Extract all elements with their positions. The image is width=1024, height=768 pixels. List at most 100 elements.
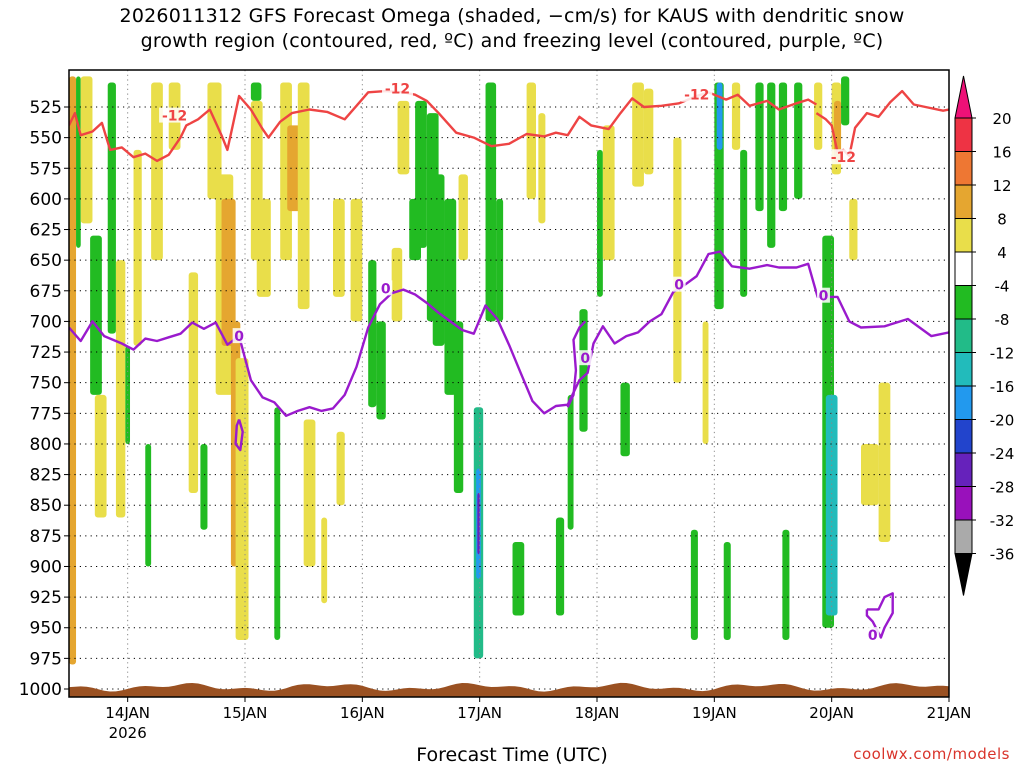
omega-cell [731, 82, 741, 150]
colorbar-label: -36 [990, 546, 1015, 564]
omega-cell [76, 76, 81, 248]
grid-layer [69, 70, 949, 697]
y-tick-label: 550 [30, 129, 62, 149]
omega-cell [702, 321, 709, 444]
colorbar-label: 8 [997, 211, 1007, 229]
y-tick-label: 1000 [19, 680, 62, 700]
colorbar-swatch [954, 285, 973, 320]
dgz-contour-label: -12 [162, 109, 187, 125]
dgz-contour-label: -12 [385, 82, 410, 98]
omega-cell [250, 82, 262, 101]
omega-cell [376, 321, 386, 420]
colorbar-swatch [954, 452, 973, 487]
x-tick-label: 20JAN [809, 704, 854, 722]
omega-cell [458, 174, 468, 261]
x-tick-label: 15JAN [223, 704, 268, 722]
contour-layer: -12 -12 -12 -12 0 0 0 0 0 0 [69, 80, 949, 644]
colorbar-swatch [954, 251, 973, 286]
x-tick-label: 14JAN [105, 704, 150, 722]
omega-cell [567, 394, 574, 530]
omega-cell [620, 382, 630, 457]
omega-cell [849, 198, 858, 261]
omega-cell [235, 358, 249, 640]
omega-cell [690, 529, 698, 640]
dgz-contour-label-bg [827, 149, 859, 165]
omega-cell [782, 529, 790, 640]
y-tick-label: 850 [30, 496, 62, 516]
freezing-level-contour-label-bg [672, 276, 686, 292]
omega-cell [145, 443, 152, 567]
dgz-contour-line [815, 89, 949, 158]
omega-cell [151, 82, 163, 261]
omega-cell [512, 541, 525, 616]
freezing-level-contour-label-bg [578, 350, 592, 366]
x-tick-label: 18JAN [575, 704, 620, 722]
y-tick-label: 925 [30, 588, 62, 608]
y-tick-label: 600 [30, 190, 62, 210]
colorbar-label: -12 [990, 345, 1015, 363]
colorbar-label: -8 [995, 311, 1010, 329]
colorbar: 20 16 12 8 4 -4 -8 -12 -16 -20 -24 -28 -32 -36 [954, 75, 1015, 596]
omega-cell [94, 394, 107, 518]
freezing-level-contour-label: 0 [819, 289, 829, 305]
omega-cell [444, 198, 457, 395]
y-tick-label: 825 [30, 466, 62, 486]
colorbar-swatch [954, 117, 973, 152]
dgz-contour-label: -12 [831, 150, 856, 166]
omega-cell [90, 235, 102, 395]
omega-shading-layer [69, 76, 891, 665]
freezing-level-contour-label: 0 [674, 278, 684, 294]
chart-title: 2026011312 GFS Forecast Omega (shaded, −… [0, 4, 1024, 54]
omega-cell [538, 113, 546, 224]
omega-cell [415, 100, 427, 248]
credit-text: coolwx.com/models [853, 745, 1010, 763]
y-tick-label: 725 [30, 343, 62, 363]
omega-cell [391, 247, 403, 322]
dgz-contour-label-bg [382, 80, 414, 96]
y-tick-label: 900 [30, 557, 62, 577]
omega-cell [841, 76, 850, 126]
x-tick-sublabel: 2026 [109, 724, 147, 742]
omega-cell [825, 394, 838, 616]
colorbar-swatch [954, 419, 973, 454]
omega-cell [333, 198, 345, 297]
freezing-level-contour-loop [234, 418, 244, 452]
omega-cell [69, 76, 77, 665]
omega-cell [256, 198, 271, 297]
colorbar-swatch [954, 519, 973, 554]
freezing-level-contour-label-bg [232, 328, 246, 344]
omega-cell [778, 82, 788, 212]
freezing-level-contour-label-bg [379, 280, 393, 296]
omega-cell [740, 149, 748, 297]
chart-title-line1: 2026011312 GFS Forecast Omega (shaded, −… [119, 5, 905, 27]
y-tick-label: 675 [30, 282, 62, 302]
y-tick-label: 625 [30, 221, 62, 241]
freezing-level-contour-line [69, 250, 949, 417]
omega-cell [397, 100, 410, 175]
dgz-contour-label-bg [681, 86, 713, 102]
colorbar-swatch [954, 218, 973, 253]
freezing-level-contour-label-bg [866, 627, 880, 643]
colorbar-label: 4 [997, 244, 1007, 262]
omega-cell [297, 82, 310, 310]
colorbar-label: -32 [990, 512, 1015, 530]
omega-cell [350, 198, 363, 322]
colorbar-label: -16 [990, 378, 1015, 396]
chart-title-line2: growth region (contoured, red, ºC) and f… [140, 30, 884, 52]
y-tick-label: 575 [30, 159, 62, 179]
colorbar-swatch [954, 385, 973, 420]
omega-cell [526, 82, 536, 199]
omega-cell [602, 125, 615, 261]
freezing-level-contour-label: 0 [381, 281, 391, 297]
omega-cell [555, 517, 565, 616]
dgz-contour-label: -12 [684, 88, 709, 104]
freezing-level-contour-loop [865, 592, 894, 639]
freezing-level-contour-label: 0 [580, 351, 590, 367]
colorbar-swatch [954, 184, 973, 219]
omega-cell [597, 149, 603, 297]
dgz-contour-label-bg [159, 107, 191, 123]
omega-cell [861, 443, 879, 506]
omega-cell [432, 174, 445, 346]
y-tick-label: 875 [30, 527, 62, 547]
